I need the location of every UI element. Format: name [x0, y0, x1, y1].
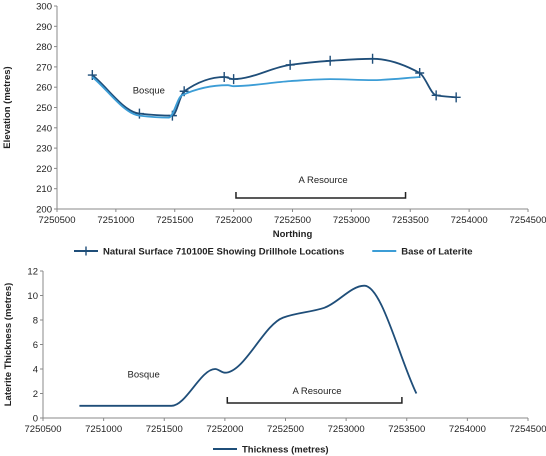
x-tick-label: 7252000 [215, 215, 252, 226]
legend-label-2: Base of Laterite [401, 247, 472, 258]
data-point-marker [219, 72, 229, 83]
y-tick-label: 270 [36, 62, 52, 73]
x-tick-label: 7251000 [85, 424, 122, 435]
y-tick-label: 290 [36, 22, 52, 33]
y-tick-label: 230 [36, 144, 52, 155]
data-point-marker [415, 67, 425, 78]
annotation-bosque: Bosque [128, 370, 160, 381]
x-axis-title: Northing [273, 229, 313, 240]
y-tick-label: 10 [27, 291, 38, 302]
y-axis-title: Elevation (metres) [2, 66, 13, 148]
y-tick-label: 220 [36, 164, 52, 175]
data-point-marker [431, 90, 441, 101]
y-tick-label: 300 [36, 2, 52, 13]
thickness-chart: 0 2 4 6 8 10 12 7250500 7251000 7251500 7252000 725… [3, 267, 546, 456]
x-tick-label: 7251000 [97, 215, 134, 226]
series-line-1 [91, 57, 457, 117]
data-point-marker [134, 108, 144, 119]
x-tick-label: 7252500 [274, 215, 311, 226]
data-point-marker [368, 53, 378, 64]
legend-label-1: Natural Surface 710100E Showing Drillhol… [103, 247, 344, 258]
data-point-marker [285, 59, 295, 70]
y-tick-label: 6 [33, 340, 38, 351]
elevation-chart: 200 210 220 230 240 250 260 270 280 290 300 7250500… [2, 2, 546, 258]
y-tick-label: 200 [36, 205, 52, 216]
a-resource-bracket [226, 397, 403, 404]
annotation-bosque: Bosque [133, 85, 165, 96]
legend: Natural Surface 710100E Showing Drillhol… [74, 246, 473, 258]
x-tick-label: 7250500 [39, 215, 76, 226]
y-tick-label: 2 [33, 389, 38, 400]
y-axis-title: Laterite Thickness (metres) [3, 283, 14, 407]
data-point-marker [229, 74, 239, 85]
x-tick-label: 7253000 [328, 424, 365, 435]
x-tick-label: 7253000 [333, 215, 370, 226]
data-point-marker [87, 70, 97, 81]
y-tick-label: 8 [33, 316, 38, 327]
y-tick-label: 4 [33, 365, 38, 376]
x-tick-label: 7253500 [392, 215, 429, 226]
annotation-a-resource: A Resource [299, 175, 348, 186]
series-line-1 [79, 284, 418, 407]
y-tick-label: 260 [36, 83, 52, 94]
y-tick-label: 0 [33, 414, 38, 425]
legend: Thickness (metres) [213, 445, 329, 456]
y-tick-label: 210 [36, 184, 52, 195]
x-tick-label: 7251500 [146, 424, 183, 435]
y-tick-label: 280 [36, 42, 52, 53]
x-tick-label: 7252000 [206, 424, 243, 435]
x-tick-label: 7254500 [510, 424, 546, 435]
data-point-marker [451, 92, 461, 103]
x-tick-label: 7251500 [156, 215, 193, 226]
a-resource-bracket [235, 192, 407, 199]
x-tick-label: 7253500 [388, 424, 425, 435]
legend-label-1: Thickness (metres) [242, 445, 329, 456]
x-tick-label: 7252500 [267, 424, 304, 435]
x-tick-label: 7254500 [510, 215, 546, 226]
series-line-2 [91, 76, 420, 119]
y-tick-label: 240 [36, 123, 52, 134]
y-tick-label: 12 [27, 267, 38, 278]
data-point-marker [325, 55, 335, 66]
x-tick-label: 7254000 [449, 424, 486, 435]
x-tick-label: 7250500 [25, 424, 62, 435]
annotation-a-resource: A Resource [292, 386, 341, 397]
x-tick-label: 7254000 [451, 215, 488, 226]
legend-marker [82, 246, 90, 256]
y-tick-label: 250 [36, 103, 52, 114]
